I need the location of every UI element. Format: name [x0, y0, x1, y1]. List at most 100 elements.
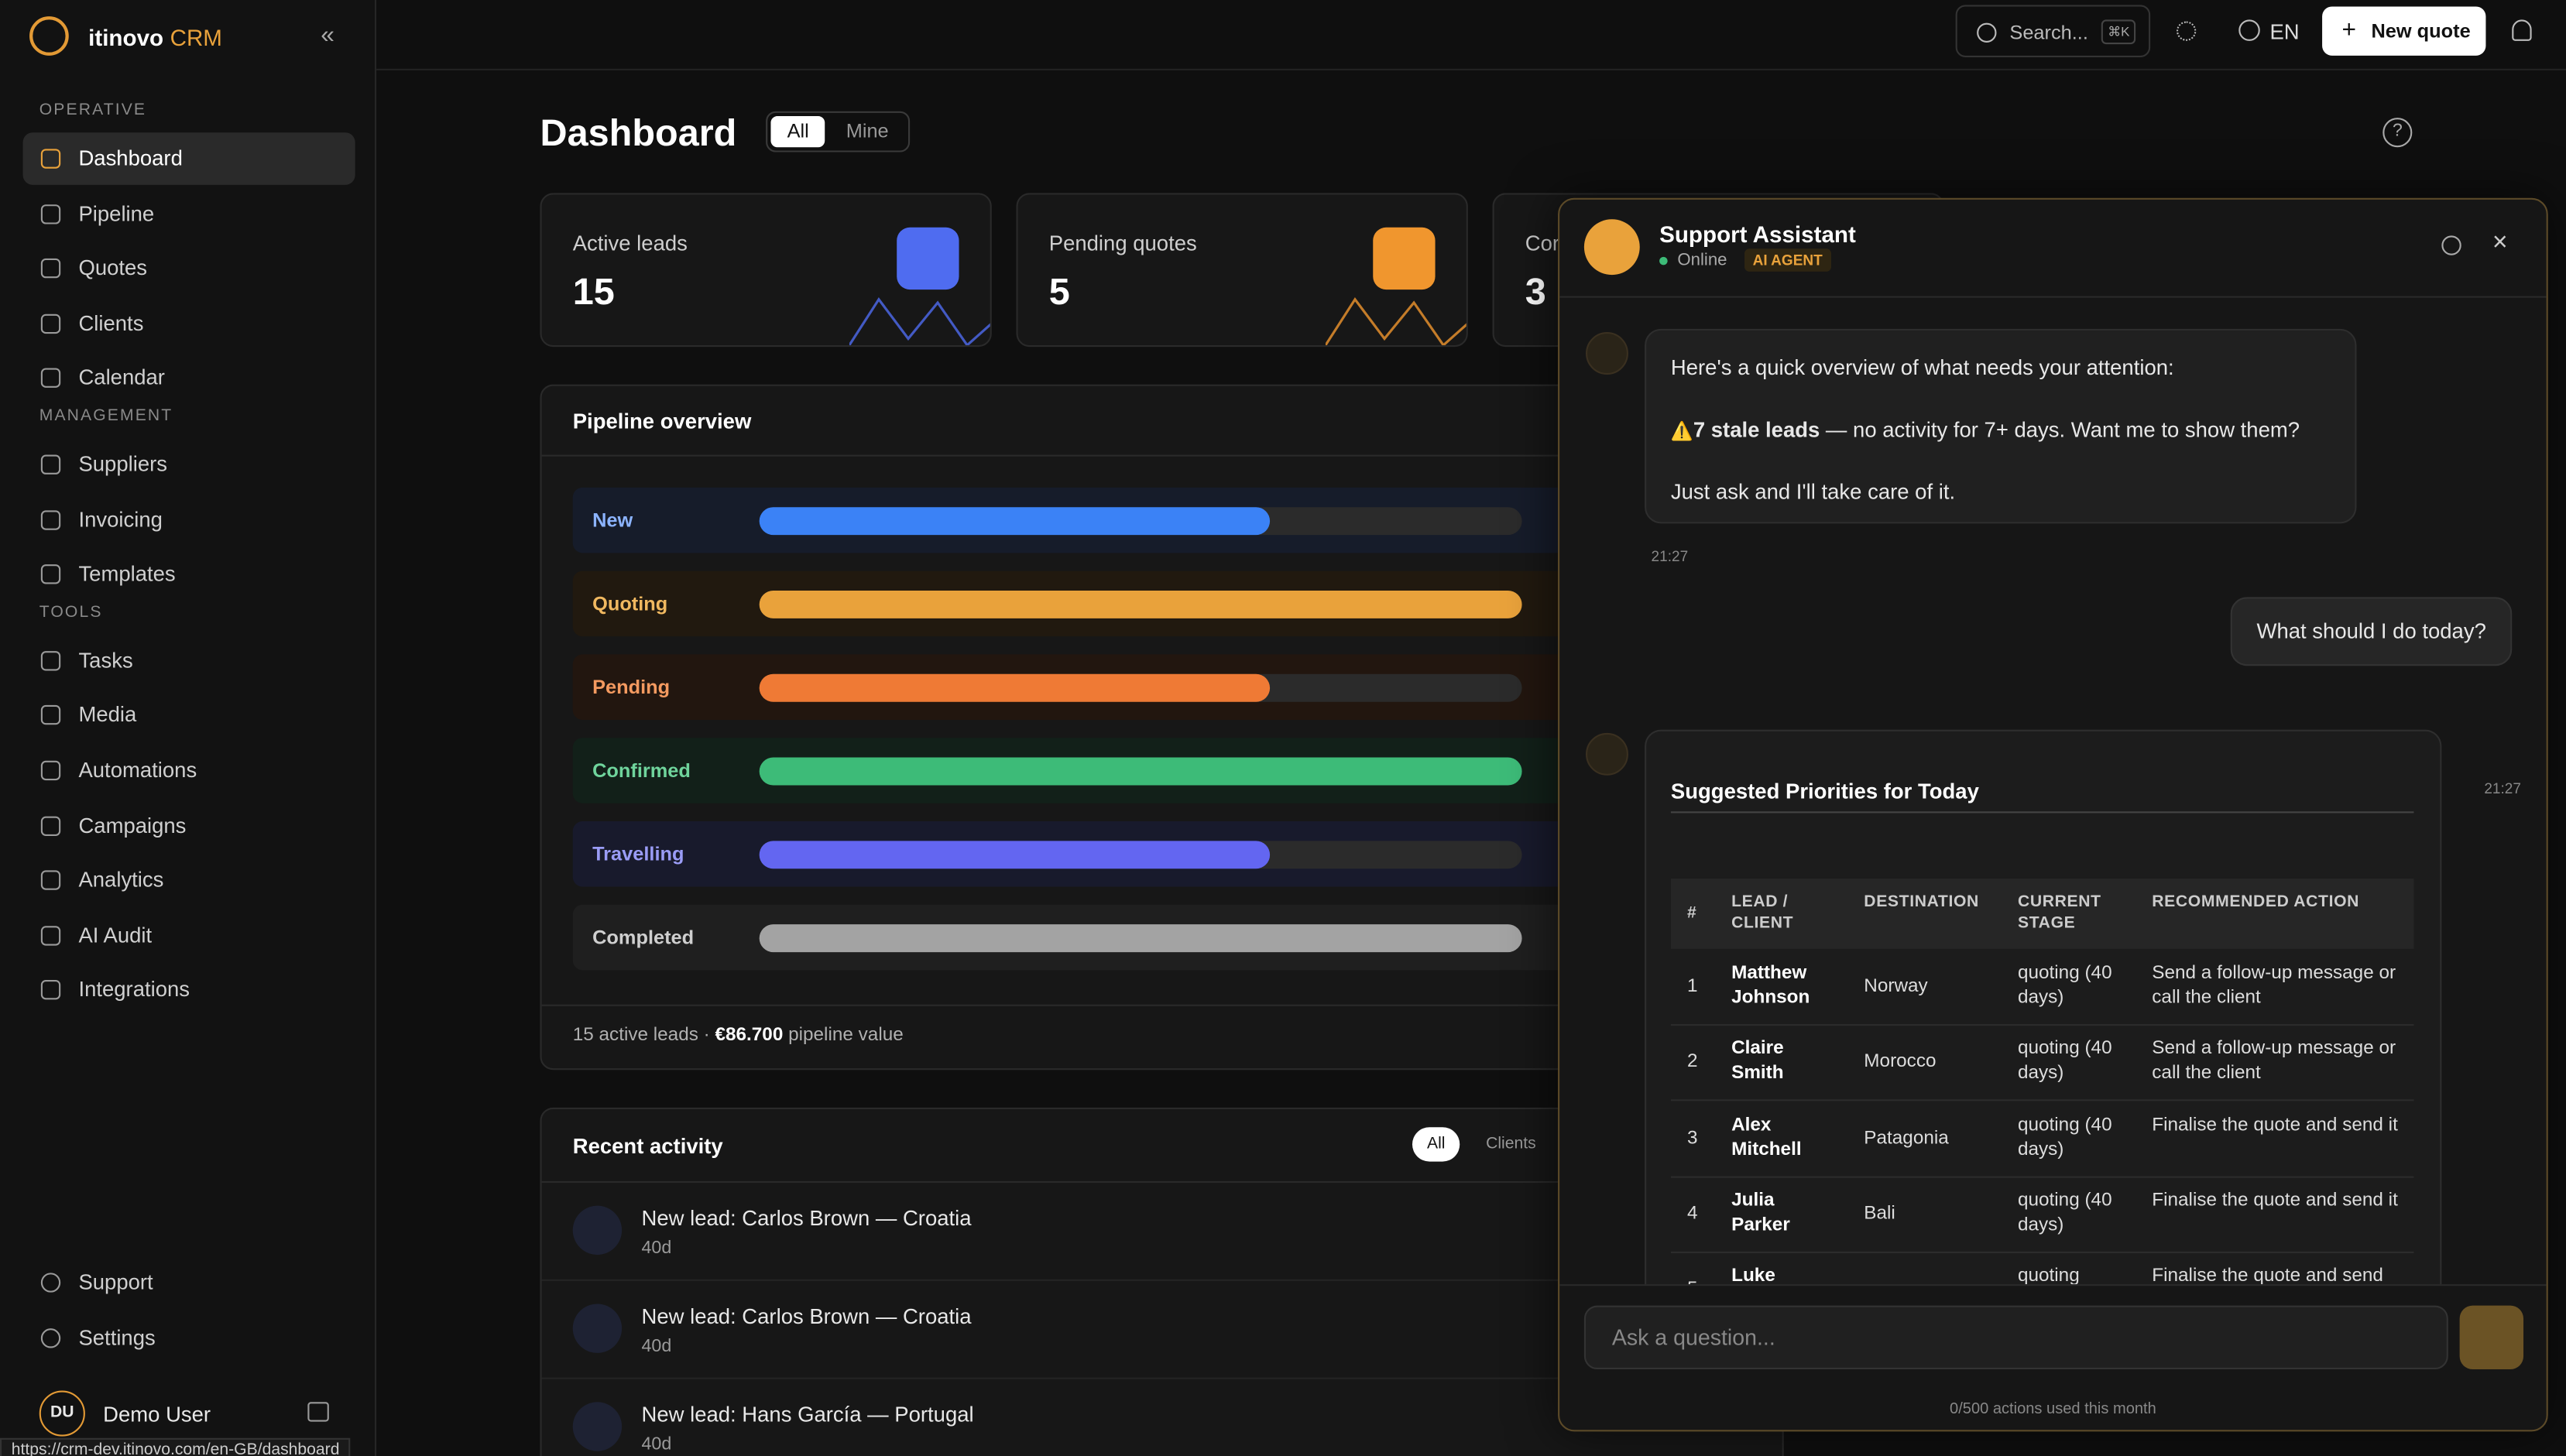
nav-item[interactable]: Analytics	[23, 855, 355, 907]
stage-name: Travelling	[592, 842, 684, 866]
send-button[interactable]	[2459, 1305, 2524, 1370]
activity-icon	[572, 1304, 623, 1353]
nav-label: AI Audit	[78, 922, 153, 947]
nav-item[interactable]: Settings	[23, 1312, 355, 1365]
divider	[1670, 811, 2414, 814]
table-cell: Finalise the quote and send	[2152, 1266, 2383, 1285]
search-icon	[1977, 22, 1997, 43]
nav-item[interactable]: Clients	[23, 297, 355, 350]
nav-item[interactable]: Templates	[23, 548, 355, 601]
nav-icon	[40, 149, 61, 169]
search-shortcut: ⌘K	[2101, 19, 2136, 45]
plus-icon: +	[2341, 16, 2356, 45]
stage-name: Confirmed	[592, 759, 691, 783]
filter-toggle: All Mine	[766, 111, 911, 152]
nav-label: Support	[78, 1269, 153, 1294]
nav-icon	[40, 925, 61, 946]
nav-label: Pipeline	[78, 200, 155, 225]
nav-item[interactable]: Automations	[23, 745, 355, 797]
refresh-button[interactable]	[2441, 235, 2461, 255]
stat-label: Active leads	[572, 231, 688, 255]
nav-item[interactable]: Calendar	[23, 352, 355, 405]
nav-item[interactable]: Campaigns	[23, 800, 355, 852]
nav-item[interactable]: Invoicing	[23, 493, 355, 546]
nav-icon	[40, 705, 61, 726]
divider	[541, 1180, 1782, 1184]
activity-filter[interactable]: Clients	[1486, 1135, 1536, 1154]
sparkline	[849, 296, 990, 345]
table-cell: Norway	[1864, 976, 1928, 997]
nav-item[interactable]: Pipeline	[23, 187, 355, 240]
bot-avatar	[1586, 732, 1628, 776]
usage-text: 0/500 actions used this month	[1950, 1400, 2156, 1419]
search-box[interactable]: Search... ⌘K	[1955, 5, 2151, 57]
logout-button[interactable]	[307, 1402, 329, 1422]
warning-rest: — no activity for 7+ days. Want me to sh…	[1820, 416, 2300, 442]
agent-badge: AI AGENT	[1744, 248, 1831, 272]
column-header: DESTINATION	[1864, 892, 1979, 912]
table-cell: quoting (40 days)	[2017, 1190, 2112, 1235]
nav-item[interactable]: AI Audit	[23, 910, 355, 962]
table-row: 4 Julia Parker Bali quoting (40 days) Finali…	[1670, 1176, 2414, 1253]
notifications[interactable]	[2512, 19, 2532, 41]
collapse-button[interactable]: «	[321, 21, 334, 50]
nav-label: Campaigns	[78, 812, 187, 838]
table-cell: Luke	[1731, 1266, 1775, 1285]
stage-bar	[759, 924, 1522, 953]
nav-icon	[40, 204, 61, 224]
activity-filter[interactable]: All	[1412, 1127, 1460, 1162]
brand: itinovo CRM	[88, 25, 222, 51]
divider	[541, 1004, 1782, 1006]
filter-option[interactable]: All	[770, 116, 825, 148]
nav-item[interactable]: Dashboard	[22, 132, 355, 185]
table-row: 5Luke quoting Finalise the quote and send	[1671, 1252, 2414, 1284]
column-header: RECOMMENDED ACTION	[2152, 892, 2360, 912]
activity-item[interactable]: New lead: Carlos Brown — Croatia 40d	[541, 1183, 1782, 1281]
stat-value: 3	[1525, 269, 1546, 313]
nav-item[interactable]: Quotes	[23, 242, 355, 295]
table-cell: Send a follow-up message or call the cli…	[2152, 963, 2396, 1008]
nav-item[interactable]: Support	[23, 1256, 355, 1309]
table-cell: Finalise the quote and send it	[2152, 1115, 2398, 1135]
stat-value: 5	[1048, 269, 1070, 313]
activity-age: 40d	[641, 1336, 672, 1357]
stage-name: Completed	[592, 926, 695, 949]
nav-label: Calendar	[78, 365, 165, 390]
assistant-panel: Support Assistant Online AI AGENT × Here's a…	[1558, 197, 2548, 1432]
nav-item[interactable]: Suppliers	[23, 438, 355, 491]
theme-toggle[interactable]	[2176, 21, 2197, 41]
table-cell: 5	[1687, 1278, 1802, 1284]
stat-value: 15	[572, 269, 615, 313]
language[interactable]: EN	[2269, 19, 2300, 45]
chat-input[interactable]: Ask a question...	[1583, 1305, 2448, 1370]
table-cell: 3	[1687, 1128, 1698, 1148]
table-cell: Send a follow-up message or call the cli…	[2152, 1039, 2396, 1084]
stage-name: Quoting	[592, 592, 668, 615]
brand-accent: CRM	[170, 24, 222, 51]
activity-text: New lead: Carlos Brown — Croatia	[641, 1304, 972, 1329]
bot-avatar	[1586, 332, 1628, 375]
table-cell: 1	[1687, 976, 1698, 997]
table-cell: 4	[1687, 1204, 1698, 1224]
nav-item[interactable]: Integrations	[23, 964, 355, 1017]
nav-item[interactable]: Tasks	[23, 635, 355, 687]
section-title: TOOLS	[39, 603, 103, 622]
help-button[interactable]: ?	[2382, 118, 2413, 148]
stage-bar	[759, 507, 1271, 536]
filter-option[interactable]: Mine	[846, 119, 889, 142]
pipeline-footer: 15 active leads · €86.700 pipeline value	[573, 1026, 904, 1045]
close-button[interactable]: ×	[2492, 228, 2508, 257]
nav-icon	[40, 815, 61, 836]
nav-icon	[40, 1273, 61, 1293]
message-intro: Here's a quick overview of what needs yo…	[1670, 355, 2174, 380]
nav-item[interactable]: Media	[23, 690, 355, 742]
stage-name: Pending	[592, 675, 671, 699]
footer-count: 15 active leads ·	[572, 1026, 715, 1046]
new-quote-button[interactable]: + New quote	[2322, 6, 2486, 56]
divider	[541, 454, 1782, 457]
language-icon[interactable]	[2238, 19, 2260, 41]
table-cell: Matthew Johnson	[1731, 963, 1810, 1008]
activity-item[interactable]: New lead: Hans García — Portugal 40d	[542, 1379, 1782, 1456]
activity-item[interactable]: New lead: Carlos Brown — Croatia 40d	[541, 1281, 1782, 1379]
nav-label: Media	[78, 702, 137, 728]
